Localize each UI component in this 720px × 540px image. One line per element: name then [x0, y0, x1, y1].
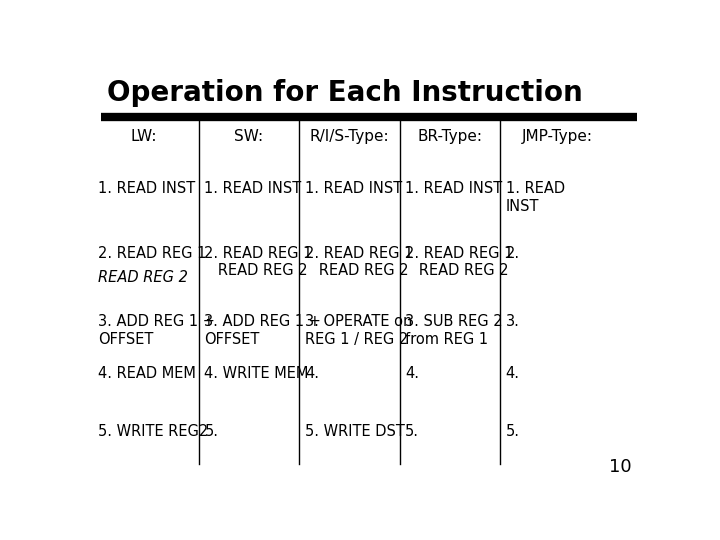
Text: 4.: 4.: [505, 366, 520, 381]
Text: 2. READ REG 1
   READ REG 2: 2. READ REG 1 READ REG 2: [305, 246, 413, 278]
Text: 2. READ REG 1
   READ REG 2: 2. READ REG 1 READ REG 2: [405, 246, 513, 278]
Text: 5. WRITE REG2: 5. WRITE REG2: [99, 424, 209, 440]
Text: 5.: 5.: [405, 424, 419, 440]
Text: 5. WRITE DST: 5. WRITE DST: [305, 424, 405, 440]
Text: 3. OPERATE on
REG 1 / REG 2: 3. OPERATE on REG 1 / REG 2: [305, 314, 413, 347]
Text: 4. WRITE MEM: 4. WRITE MEM: [204, 366, 309, 381]
Text: Operation for Each Instruction: Operation for Each Instruction: [107, 79, 582, 107]
Text: 3. ADD REG 1 +
OFFSET: 3. ADD REG 1 + OFFSET: [99, 314, 215, 347]
Text: LW:: LW:: [131, 129, 158, 144]
Text: 4.: 4.: [405, 366, 419, 381]
Text: 4. READ MEM: 4. READ MEM: [99, 366, 197, 381]
Text: R/I/S-Type:: R/I/S-Type:: [310, 129, 390, 144]
Text: READ REG 2: READ REG 2: [99, 270, 188, 285]
Text: 2. READ REG 1
   READ REG 2: 2. READ REG 1 READ REG 2: [204, 246, 312, 278]
Text: 4.: 4.: [305, 366, 319, 381]
Text: 1. READ INST: 1. READ INST: [99, 181, 196, 196]
Text: JMP-Type:: JMP-Type:: [522, 129, 593, 144]
Text: 1. READ INST: 1. READ INST: [305, 181, 402, 196]
Text: BR-Type:: BR-Type:: [418, 129, 482, 144]
Text: 1. READ INST: 1. READ INST: [405, 181, 503, 196]
Text: 5.: 5.: [204, 424, 218, 440]
Text: 2. READ REG 1: 2. READ REG 1: [99, 246, 207, 261]
Text: 3. SUB REG 2
from REG 1: 3. SUB REG 2 from REG 1: [405, 314, 503, 347]
Text: 10: 10: [608, 458, 631, 476]
Text: 3. ADD REG 1 +
OFFSET: 3. ADD REG 1 + OFFSET: [204, 314, 321, 347]
Text: 1. READ INST: 1. READ INST: [204, 181, 302, 196]
Text: 3.: 3.: [505, 314, 520, 329]
Text: 1. READ
INST: 1. READ INST: [505, 181, 564, 214]
Text: SW:: SW:: [235, 129, 264, 144]
Text: 5.: 5.: [505, 424, 520, 440]
Text: 2.: 2.: [505, 246, 520, 261]
